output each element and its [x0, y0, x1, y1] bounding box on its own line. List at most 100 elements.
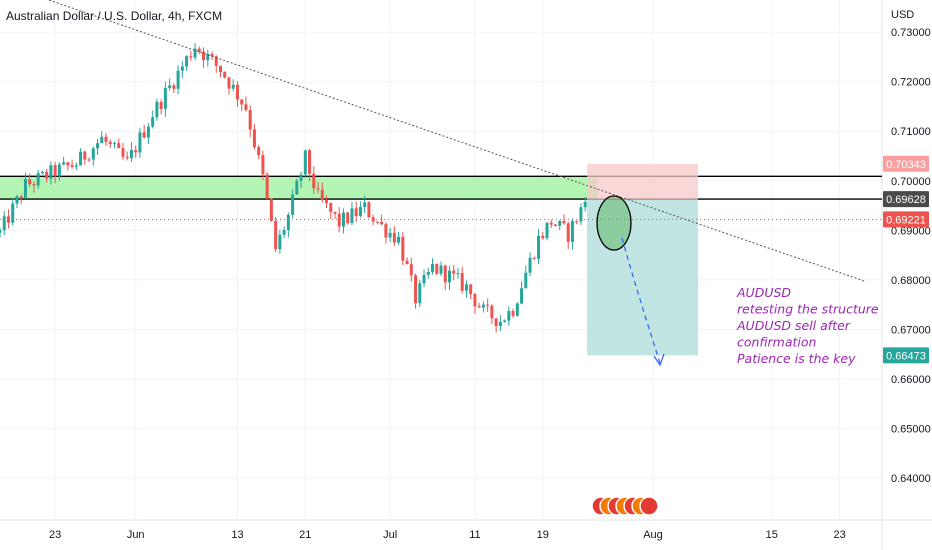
candle-body — [206, 53, 210, 61]
candle-body — [197, 48, 201, 52]
candle-body — [96, 143, 100, 149]
y-tick-label: 0.71000 — [891, 126, 931, 138]
x-tick-label: 23 — [833, 529, 845, 541]
candle-body — [507, 310, 511, 321]
candle-body — [524, 272, 528, 289]
candle-body — [83, 151, 87, 160]
y-tick-label: 0.67000 — [891, 324, 931, 336]
candle-body — [490, 305, 494, 319]
candle-body — [388, 232, 392, 238]
candlestick-series — [0, 43, 587, 333]
candle-body — [248, 109, 252, 130]
economic-events[interactable] — [591, 496, 659, 516]
candle-body — [405, 260, 409, 265]
candle-body — [189, 56, 193, 58]
annotation-line: AUDUSD — [736, 285, 791, 300]
candle-body — [62, 162, 66, 165]
y-tick-label: 0.64000 — [891, 473, 931, 485]
candle-body — [40, 171, 44, 174]
x-tick-label: Jul — [383, 529, 397, 541]
candle-body — [180, 66, 184, 71]
candle-body — [562, 220, 566, 224]
candle-body — [456, 273, 460, 275]
price-badge — [883, 211, 929, 228]
candle-body — [219, 65, 222, 73]
candle-body — [566, 223, 570, 242]
candle-body — [32, 184, 36, 186]
candle-body — [477, 306, 481, 308]
candle-body — [375, 221, 379, 223]
chart-title: Australian Dollar / U.S. Dollar, 4h, FXC… — [6, 9, 222, 23]
candle-body — [431, 263, 435, 273]
candle-body — [325, 200, 329, 204]
projection-arrowhead — [653, 353, 665, 367]
y-tick-label: 0.68000 — [891, 275, 931, 287]
candle-body — [583, 202, 587, 208]
candle-body — [337, 213, 341, 227]
candle-body — [397, 236, 401, 243]
x-tick-label: 15 — [766, 529, 778, 541]
candle-body — [257, 147, 261, 156]
candle-body — [202, 51, 206, 61]
candle-body — [240, 99, 244, 105]
candle-body — [418, 283, 422, 304]
candle-body — [108, 141, 112, 145]
candle-body — [329, 203, 333, 212]
candle-body — [193, 48, 197, 58]
candle-body — [28, 179, 32, 185]
candle-body — [269, 198, 273, 221]
candle-body — [549, 222, 553, 225]
candle-body — [537, 235, 541, 259]
candle-body — [125, 156, 129, 159]
candle-body — [129, 150, 133, 159]
candle-body — [70, 165, 74, 167]
candle-body — [278, 234, 282, 250]
candle-body — [36, 173, 40, 186]
x-tick-label: 11 — [469, 529, 480, 541]
candle-body — [469, 284, 473, 295]
chart-overlays — [0, 0, 882, 367]
price-badge-label: 0.70343 — [886, 159, 926, 171]
event-flag-icon[interactable] — [639, 496, 659, 516]
candle-body — [545, 222, 549, 239]
candle-body — [163, 88, 167, 109]
candle-body — [409, 264, 413, 276]
candle-body — [66, 162, 70, 166]
candle-body — [367, 202, 371, 218]
candle-body — [498, 321, 502, 326]
x-tick-label: Jun — [127, 529, 145, 541]
candle-body — [528, 257, 532, 273]
candle-body — [274, 220, 278, 250]
candle-body — [371, 217, 375, 222]
candle-body — [354, 208, 358, 217]
candle-body — [291, 194, 295, 215]
y-tick-label: 0.72000 — [891, 77, 931, 89]
candle-body — [155, 101, 159, 118]
take-profit-zone — [587, 199, 698, 356]
x-tick-label: Aug — [643, 529, 663, 541]
candle-body — [74, 165, 78, 167]
candle-body — [426, 272, 430, 275]
candle-body — [346, 212, 350, 224]
candle-body — [503, 320, 507, 322]
time-axis[interactable]: 23 Jun 13 21 Jul 11 19 Aug 15 23 — [49, 529, 846, 541]
candle-body — [53, 165, 57, 177]
price-badge — [883, 191, 929, 208]
projection-arrow — [621, 237, 661, 364]
candle-body — [541, 235, 545, 239]
candle-body — [363, 202, 367, 208]
candle-body — [443, 265, 447, 283]
candle-body — [87, 159, 91, 161]
candle-body — [422, 274, 426, 284]
candle-body — [320, 189, 324, 201]
candle-body — [100, 136, 104, 144]
y-tick-label: 0.70000 — [891, 176, 931, 188]
candle-body — [49, 165, 53, 179]
annotation-line: confirmation — [737, 335, 817, 350]
price-axis[interactable]: 0.73000 0.72000 0.71000 0.70000 0.69000 0.680… — [891, 27, 931, 485]
candle-body — [384, 224, 388, 238]
candle-body — [312, 173, 316, 189]
candle-body — [570, 221, 574, 242]
